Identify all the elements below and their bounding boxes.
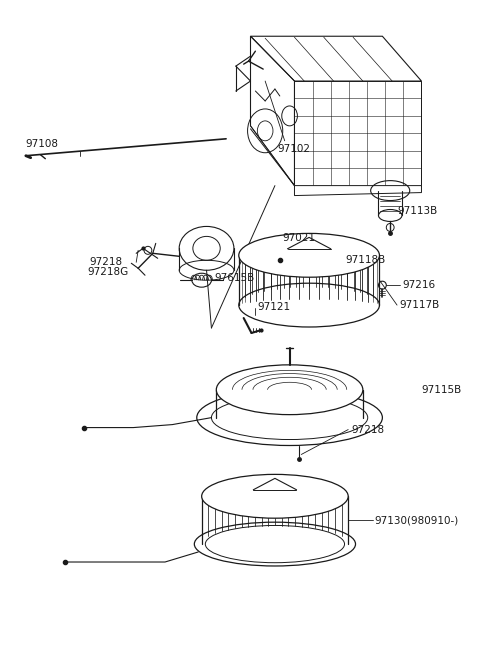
Polygon shape (294, 81, 421, 186)
Text: 97117B: 97117B (399, 300, 439, 310)
Text: 97216: 97216 (402, 280, 435, 290)
Ellipse shape (194, 522, 356, 566)
Polygon shape (294, 186, 421, 196)
Ellipse shape (205, 526, 345, 562)
Text: 97118B: 97118B (345, 256, 385, 265)
Ellipse shape (239, 283, 380, 327)
Text: 97102: 97102 (277, 144, 310, 154)
Ellipse shape (239, 233, 380, 277)
Text: 97218G: 97218G (87, 267, 129, 277)
Polygon shape (251, 36, 421, 81)
Text: 97218: 97218 (351, 424, 384, 434)
Text: 97121: 97121 (257, 302, 290, 312)
Ellipse shape (197, 390, 383, 445)
Text: 97108: 97108 (26, 139, 59, 148)
Ellipse shape (202, 474, 348, 518)
Ellipse shape (216, 365, 363, 415)
Text: 97615B: 97615B (215, 273, 254, 283)
Text: 97115B: 97115B (421, 385, 462, 395)
Polygon shape (251, 36, 294, 186)
Ellipse shape (211, 396, 368, 440)
Text: 97021: 97021 (283, 233, 316, 243)
Text: 97113B: 97113B (397, 206, 437, 215)
Text: 97130(980910-): 97130(980910-) (374, 515, 459, 525)
Text: 97218: 97218 (89, 258, 122, 267)
